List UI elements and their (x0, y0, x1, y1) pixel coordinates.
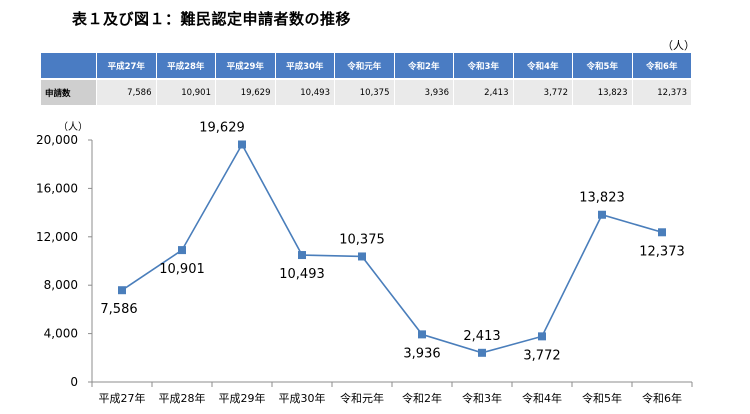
table-row: 申請数 7,586 10,901 19,629 10,493 10,375 3,… (40, 78, 692, 106)
data-point-marker (598, 210, 606, 219)
table-header-row: 平成27年 平成28年 平成29年 平成30年 令和元年 令和2年 令和3年 令… (40, 52, 692, 80)
table-cell: 12,373 (631, 78, 692, 106)
y-tick-label: 8,000 (44, 278, 78, 292)
data-point-marker (118, 286, 126, 295)
data-point-marker (178, 246, 186, 255)
marker-layer (118, 140, 666, 357)
data-label: 10,901 (159, 262, 205, 277)
table-header-cell: 平成27年 (96, 52, 157, 80)
data-label-layer: 7,586 10,901 19,629 10,493 10,375 3,936 2,413 3… (100, 120, 684, 363)
table-cell: 3,936 (393, 78, 454, 106)
table-cell: 2,413 (453, 78, 514, 106)
table-cell: 19,629 (215, 78, 276, 106)
table-header-cell: 令和3年 (453, 52, 514, 80)
y-tick-label: 0 (70, 375, 78, 389)
y-tick-label: 12,000 (36, 230, 78, 244)
data-label: 10,493 (279, 267, 325, 282)
data-point-marker (538, 332, 546, 341)
table-cell: 13,823 (572, 78, 633, 106)
x-tick-label: 令和6年 (642, 391, 682, 405)
x-tick-label: 令和2年 (402, 391, 442, 405)
table-cell: 10,901 (155, 78, 216, 106)
y-tick-label: 4,000 (44, 327, 78, 341)
table-cell: 7,586 (96, 78, 157, 106)
data-label: 3,936 (403, 346, 440, 361)
table-header-cell: 令和6年 (631, 52, 692, 80)
x-tick-label: 平成30年 (279, 391, 326, 405)
x-tick-label: 令和4年 (522, 391, 562, 405)
data-label: 3,772 (523, 348, 560, 363)
table-header-cell: 平成29年 (215, 52, 276, 80)
data-point-marker (238, 140, 246, 149)
data-point-marker (298, 251, 306, 260)
series-line (121, 142, 663, 354)
x-tick-label: 令和5年 (582, 391, 622, 405)
data-label: 12,373 (639, 244, 685, 259)
data-label: 10,375 (339, 232, 385, 247)
x-tick-label: 令和3年 (462, 391, 502, 405)
data-label: 19,629 (199, 120, 245, 135)
table-cell: 3,772 (512, 78, 573, 106)
y-tick-label: 16,000 (36, 181, 78, 195)
x-tick-label: 令和元年 (340, 391, 384, 405)
x-tick-label: 平成29年 (219, 391, 266, 405)
chart-axes: 04,0008,00012,00016,00020,000平成27年 平成28年平… (36, 133, 693, 405)
table-unit-label: （人） (662, 39, 695, 52)
data-label: 7,586 (100, 302, 137, 317)
data-label: 2,413 (463, 329, 500, 344)
table-row-label: 申請数 (40, 78, 97, 106)
data-point-marker (658, 228, 666, 237)
y-tick-label: 20,000 (36, 133, 78, 147)
data-point-marker (478, 348, 486, 357)
page-title: 表１及び図１：難民認定申請者数の推移 (72, 10, 352, 28)
chart-unit-label: （人） (58, 121, 88, 133)
data-point-marker (418, 330, 426, 339)
data-label: 13,823 (579, 191, 625, 206)
table-cell: 10,493 (274, 78, 335, 106)
table-corner-cell (40, 52, 97, 80)
table-header-cell: 令和4年 (512, 52, 573, 80)
table-header-cell: 令和2年 (393, 52, 454, 80)
x-tick-label: 平成27年 (99, 391, 146, 405)
data-point-marker (358, 252, 366, 261)
x-tick-label: 平成28年 (159, 391, 206, 405)
table-header-cell: 平成30年 (274, 52, 335, 80)
table-header-cell: 令和5年 (572, 52, 633, 80)
series-line-layer (121, 142, 663, 354)
applications-table: 平成27年 平成28年 平成29年 平成30年 令和元年 令和2年 令和3年 令… (40, 52, 692, 106)
